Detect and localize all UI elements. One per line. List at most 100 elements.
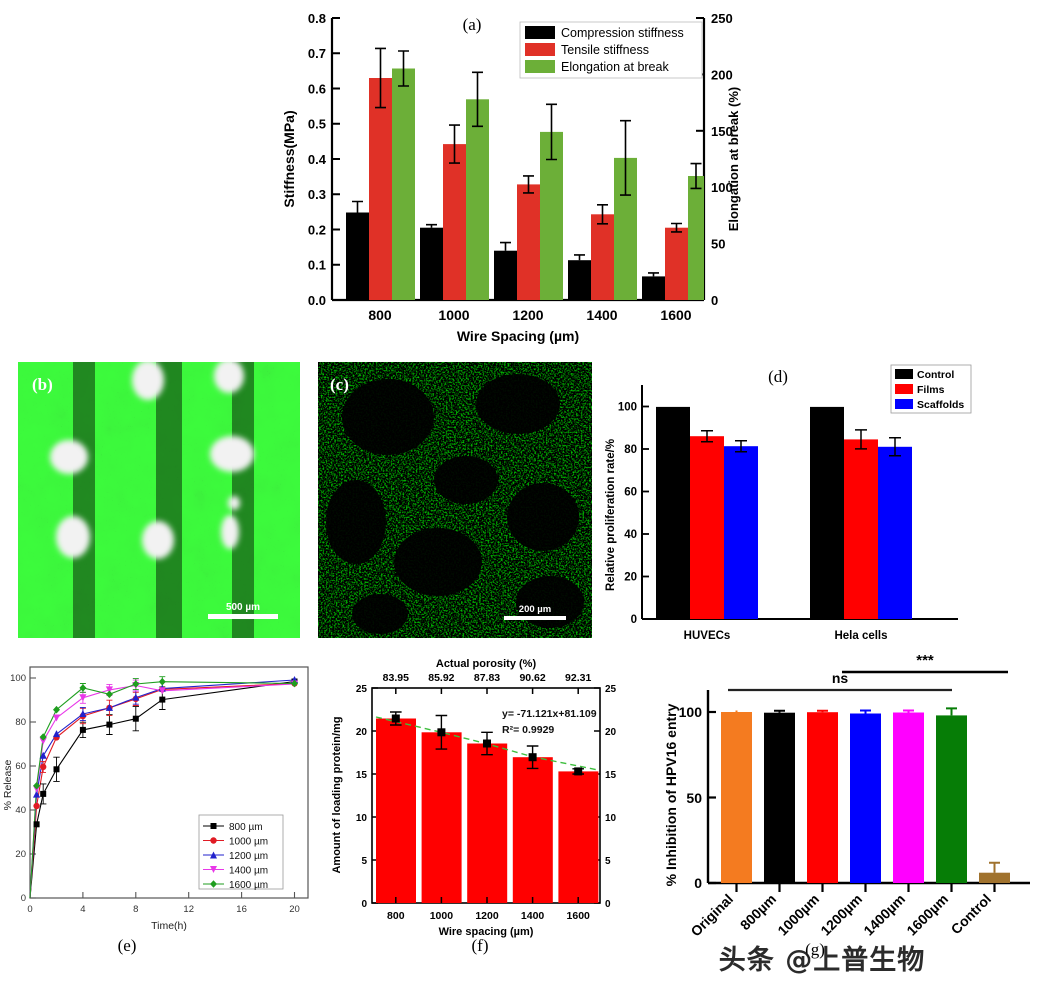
legend-swatch — [525, 43, 555, 56]
panel-f-ytick: 0 — [361, 899, 367, 910]
panel-g-xtick: 1000µm — [774, 891, 822, 939]
panel-e-xaxis-label: Time(h) — [151, 920, 187, 932]
bar — [936, 715, 967, 883]
panel-a-bars — [346, 68, 704, 300]
legend-label: 800 µm — [229, 822, 263, 833]
panel-f-y2tick: 15 — [605, 770, 617, 781]
panel-e-chart: 0 20 40 60 80 100 0 4 8 12 16 20 — [2, 666, 309, 955]
panel-d-yaxis-label: Relative proliferation rate/% — [605, 439, 617, 591]
bar — [591, 214, 614, 300]
panel-e-ytick: 80 — [15, 717, 26, 728]
bar — [721, 712, 752, 883]
panel-f-top-tick: 83.95 — [383, 672, 409, 684]
panel-a-ytick: 0.4 — [308, 152, 327, 167]
panel-a-container: 0.0 0.1 0.2 0.3 0.4 0.5 0.6 0.7 0.8 0 50… — [272, 0, 742, 345]
panel-g-ytick: 50 — [686, 790, 702, 806]
panel-f-y2tick: 20 — [605, 727, 617, 738]
panel-b-image: (b) 500 µm — [18, 362, 300, 638]
panel-f-ytick: 25 — [356, 684, 368, 695]
legend-label: 1200 µm — [229, 851, 268, 862]
pore-spot — [50, 362, 254, 559]
panel-f-xtick: 800 — [387, 910, 405, 922]
panel-f-y2tick: 25 — [605, 684, 617, 695]
panel-a-xticks: 800 1000 1200 1400 1600 — [368, 307, 691, 323]
panel-d-label: (d) — [768, 367, 788, 386]
panel-f-xtick: 1600 — [567, 910, 591, 922]
panel-e-xticks: 0 4 8 12 16 20 — [27, 892, 300, 915]
panel-e-xtick: 0 — [27, 904, 32, 915]
panel-f-y2tick: 0 — [605, 899, 611, 910]
panel-d-xtick: HUVECs — [684, 630, 731, 642]
panel-g-xtick: 1600µm — [903, 891, 951, 939]
panel-f-y2tick: 10 — [605, 813, 617, 824]
panel-g-stars-label: *** — [916, 652, 934, 669]
panel-g-significance: ns *** — [728, 652, 1008, 692]
panel-e-ytick: 0 — [21, 893, 26, 904]
panel-g-xtick: 1400µm — [860, 891, 908, 939]
bar — [764, 712, 795, 883]
panel-f-top-tick: 90.62 — [519, 672, 545, 684]
panel-d-xtick: Hela cells — [834, 630, 887, 642]
legend-label: 1000 µm — [229, 837, 268, 848]
panel-g-errorbars — [735, 707, 1000, 873]
panel-a-ytick: 0.5 — [308, 117, 326, 132]
panel-a-y2tick: 150 — [711, 124, 733, 139]
panel-d-ytick: 20 — [624, 572, 637, 584]
panel-f-ytick: 20 — [356, 727, 368, 738]
panel-a-y2tick: 0 — [711, 293, 718, 308]
panel-f-yticks: 0 5 10 15 20 25 — [356, 684, 378, 910]
panel-f-top-tick: 87.83 — [474, 672, 500, 684]
panel-g-xtick: 800µm — [737, 891, 779, 933]
panel-a-ytick: 0.0 — [308, 293, 326, 308]
legend-marker — [210, 837, 217, 844]
panel-f-ytick: 10 — [356, 813, 368, 824]
bar — [376, 718, 416, 903]
bar — [614, 157, 637, 300]
bar — [346, 212, 369, 300]
scale-bar — [504, 616, 566, 620]
panel-d-ytick: 80 — [624, 444, 637, 456]
panel-a-yaxis-label: Stiffness(MPa) — [281, 110, 297, 207]
panel-d-ytick: 0 — [631, 614, 637, 626]
panel-f-ytick: 15 — [356, 770, 368, 781]
bar — [665, 227, 688, 300]
panel-f-top-ticks: 83.95 85.92 87.83 90.62 92.31 — [383, 672, 591, 694]
panel-f-top-axis-label: Actual porosity (%) — [436, 658, 537, 670]
panel-f-r2: R²= 0.9929 — [502, 724, 554, 736]
panel-d-chart: 0 20 40 60 80 100 HUVECs Hela cells Rela… — [605, 364, 972, 642]
legend-marker — [210, 866, 217, 873]
panel-c-container: (c) 200 µm — [318, 362, 592, 638]
panel-e-ytick: 20 — [15, 849, 26, 860]
panel-f-top-tick: 85.92 — [428, 672, 454, 684]
panel-f-xtick: 1400 — [521, 910, 545, 922]
bar — [979, 872, 1010, 883]
panel-a-label: (a) — [463, 15, 482, 34]
bar — [540, 131, 563, 300]
panel-e-xtick: 20 — [289, 904, 300, 915]
panel-g-xtick-labels: Original 800µm 1000µm 1200µm 1400µm 1600… — [687, 891, 994, 940]
bar — [893, 712, 924, 883]
panel-a-ytick: 0.3 — [308, 187, 326, 202]
panel-a-y2tick: 50 — [711, 237, 725, 252]
panel-d-errorbars — [701, 429, 901, 457]
panel-a-xtick: 800 — [368, 307, 392, 323]
panel-f-y2tick: 5 — [605, 856, 611, 867]
bar — [690, 436, 724, 619]
panel-a-xtick: 1000 — [438, 307, 469, 323]
panel-f-xtick: 1200 — [475, 910, 499, 922]
panel-g-bars — [721, 712, 1010, 883]
panel-f-markers — [391, 714, 583, 776]
panel-e-label: (e) — [118, 936, 137, 955]
panel-f-xticks: 800 1000 1200 1400 1600 — [387, 897, 590, 922]
panel-g-xtick: Control — [948, 891, 995, 938]
panel-b-container: (b) 500 µm — [18, 362, 300, 638]
panel-g-xtick: Original — [687, 891, 736, 940]
bar — [688, 176, 704, 300]
bar — [844, 439, 878, 619]
panel-e-ytick: 100 — [10, 673, 26, 684]
panel-f-label: (f) — [472, 936, 489, 955]
panel-a-ytick: 0.2 — [308, 223, 326, 238]
panel-a-ytick: 0.1 — [308, 258, 326, 273]
panel-a-left-ticks: 0.0 0.1 0.2 0.3 0.4 0.5 0.6 0.7 0.8 — [308, 11, 340, 308]
panel-e-axes — [29, 666, 309, 899]
